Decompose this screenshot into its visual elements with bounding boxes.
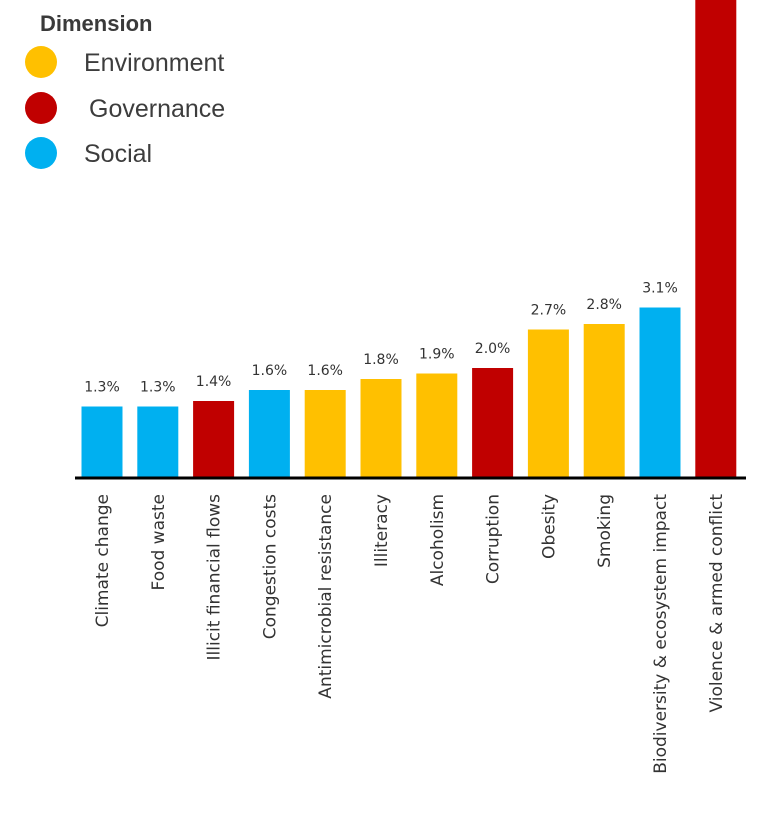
legend-item-social: Social — [25, 137, 152, 169]
x-tick-label-climate-change: Climate change — [93, 494, 113, 627]
legend-swatch-environment — [25, 46, 57, 78]
legend: Dimension Environment Governance Social — [25, 11, 225, 169]
bar-food-waste — [137, 406, 179, 478]
bar-congestion-costs — [248, 390, 290, 478]
bar-biodiversity-and-ecosystem-impact — [639, 307, 681, 478]
x-tick-label-alcoholism: Alcoholism — [428, 494, 448, 586]
value-label-climate-change: 1.3% — [84, 380, 120, 396]
x-tick-labels: Climate change Food waste Illicit financia… — [93, 494, 727, 774]
legend-label-social: Social — [84, 140, 152, 168]
value-labels: 1.3% 1.3% 1.4% 1.6% 1.6% 1.8% 1.9% 2.0% 2.7% 2.8%… — [84, 281, 678, 396]
value-label-congestion-costs: 1.6% — [252, 363, 288, 379]
value-label-corruption: 2.0% — [475, 341, 511, 357]
legend-title: Dimension — [40, 11, 152, 36]
legend-swatch-social — [25, 137, 57, 169]
value-label-biodiversity-and-ecosystem-impact: 3.1% — [642, 281, 678, 297]
legend-swatch-governance — [25, 92, 57, 124]
x-tick-label-congestion-costs: Congestion costs — [260, 494, 280, 639]
bar-antimicrobial-resistance — [304, 390, 346, 478]
value-label-obesity: 2.7% — [531, 303, 567, 319]
bar-alcoholism — [416, 373, 458, 478]
legend-item-environment: Environment — [25, 46, 224, 78]
value-label-illicit-financial-flows: 1.4% — [196, 374, 232, 390]
bar-illicit-financial-flows — [193, 401, 235, 478]
x-tick-label-obesity: Obesity — [539, 494, 559, 559]
legend-label-governance: Governance — [89, 95, 225, 123]
bar-obesity — [527, 329, 569, 478]
bar-illiteracy — [360, 379, 402, 478]
value-label-illiteracy: 1.8% — [363, 352, 399, 368]
x-tick-label-violence-and-armed-conflict: Violence & armed conflict — [707, 494, 727, 713]
legend-item-governance: Governance — [25, 92, 225, 124]
x-tick-label-antimicrobial-resistance: Antimicrobial resistance — [316, 494, 336, 699]
bar-violence-and-armed-conflict — [695, 0, 737, 478]
bar-smoking — [583, 324, 625, 478]
legend-label-environment: Environment — [84, 49, 224, 77]
bar-corruption — [472, 368, 514, 478]
value-label-food-waste: 1.3% — [140, 380, 176, 396]
value-label-smoking: 2.8% — [586, 297, 622, 313]
bar-climate-change — [81, 406, 123, 478]
x-tick-label-illicit-financial-flows: Illicit financial flows — [205, 494, 225, 661]
x-tick-label-illiteracy: Illiteracy — [372, 494, 392, 567]
x-tick-label-food-waste: Food waste — [149, 494, 169, 590]
x-tick-label-biodiversity-and-ecosystem-impact: Biodiversity & ecosystem impact — [651, 494, 671, 774]
value-label-alcoholism: 1.9% — [419, 347, 455, 363]
value-label-antimicrobial-resistance: 1.6% — [307, 363, 343, 379]
bars — [81, 0, 737, 478]
x-tick-label-smoking: Smoking — [595, 494, 615, 568]
x-tick-label-corruption: Corruption — [484, 494, 504, 584]
